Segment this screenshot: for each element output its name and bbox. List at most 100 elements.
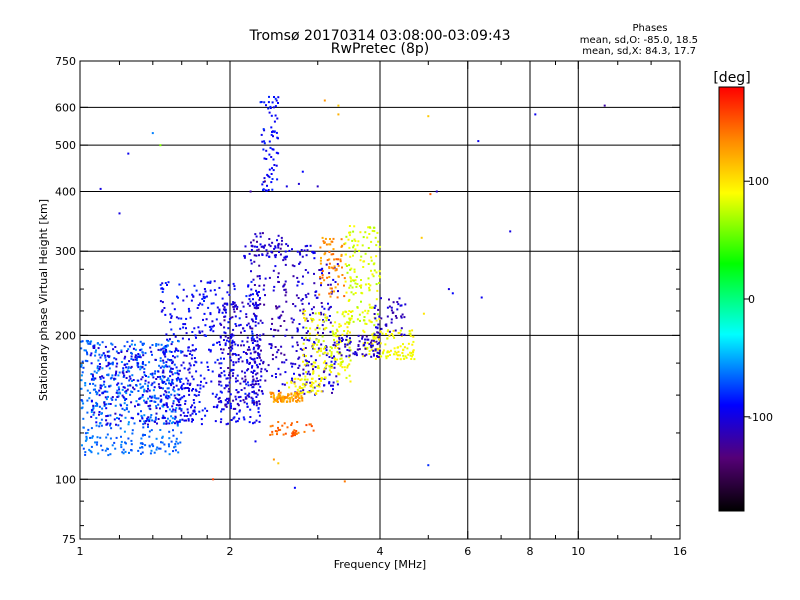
echo-point xyxy=(412,349,415,352)
echo-point xyxy=(308,332,311,335)
echo-point xyxy=(302,326,305,329)
echo-point xyxy=(263,177,266,180)
echo-point xyxy=(338,323,341,326)
echo-point xyxy=(299,390,302,393)
echo-point xyxy=(156,376,159,378)
echo-point xyxy=(168,396,171,399)
echo-point xyxy=(229,337,232,339)
echo-point xyxy=(350,267,353,270)
echo-point xyxy=(328,365,331,368)
echo-point xyxy=(190,406,192,409)
echo-point xyxy=(169,370,171,373)
echo-point xyxy=(261,392,264,395)
echo-point xyxy=(159,429,162,431)
echo-point xyxy=(249,352,252,355)
echo-point xyxy=(251,380,254,383)
echo-point xyxy=(293,392,296,394)
echo-point xyxy=(97,359,100,362)
echo-point xyxy=(167,387,170,390)
echo-point xyxy=(379,276,381,279)
echo-point xyxy=(211,325,214,328)
echo-point xyxy=(304,319,307,322)
echo-point xyxy=(96,342,99,345)
echo-point xyxy=(120,446,123,449)
echo-point xyxy=(305,355,307,357)
echo-point xyxy=(258,389,260,392)
echo-point xyxy=(222,408,225,411)
echo-point xyxy=(118,417,120,420)
echo-point xyxy=(80,340,83,343)
echo-point xyxy=(321,236,324,239)
echo-point xyxy=(160,348,163,351)
echo-point xyxy=(285,243,288,246)
echo-point xyxy=(348,349,351,352)
echo-point xyxy=(161,435,164,438)
echo-point xyxy=(116,383,119,386)
echo-point xyxy=(337,283,339,286)
echo-point xyxy=(204,290,207,293)
echo-point xyxy=(143,390,146,393)
echo-point xyxy=(336,383,339,386)
echo-point xyxy=(165,394,168,397)
echo-point xyxy=(128,345,131,348)
echo-point xyxy=(134,405,136,408)
echo-point xyxy=(313,348,316,350)
echo-point xyxy=(233,416,236,419)
echo-point xyxy=(101,341,104,344)
echo-point xyxy=(323,378,326,380)
echo-point xyxy=(374,304,377,307)
echo-point xyxy=(224,315,227,318)
echo-point xyxy=(151,382,154,385)
echo-point xyxy=(140,452,142,455)
echo-point xyxy=(258,284,261,287)
echo-point xyxy=(82,402,85,405)
echo-point xyxy=(349,255,352,258)
echo-point xyxy=(336,296,339,299)
echo-point xyxy=(351,239,354,242)
echo-point xyxy=(349,276,352,279)
echo-point xyxy=(404,303,407,306)
echo-point xyxy=(84,359,87,362)
echo-point xyxy=(209,349,212,352)
echo-point xyxy=(149,416,152,419)
echo-point xyxy=(202,293,205,296)
echo-point xyxy=(154,420,156,423)
colorbar-unit-label: [deg] xyxy=(713,70,750,86)
echo-point xyxy=(250,249,253,251)
echo-point xyxy=(290,392,293,395)
echo-point xyxy=(229,407,232,410)
echo-point xyxy=(228,374,230,377)
echo-point xyxy=(323,368,326,371)
echo-point xyxy=(248,421,251,424)
echo-point xyxy=(259,232,262,235)
echo-point xyxy=(360,291,363,294)
echo-point xyxy=(245,295,248,298)
echo-point xyxy=(224,335,227,338)
echo-point xyxy=(348,246,351,249)
echo-point xyxy=(127,437,130,440)
echo-point xyxy=(281,424,284,427)
echo-point xyxy=(98,343,101,346)
echo-point xyxy=(143,371,146,374)
echo-point xyxy=(336,311,339,314)
echo-point xyxy=(139,383,142,386)
echo-point xyxy=(250,384,253,386)
echo-point xyxy=(253,401,256,404)
echo-point xyxy=(166,284,168,286)
echo-point xyxy=(223,326,226,329)
echo-point xyxy=(252,422,254,425)
echo-point xyxy=(179,381,182,383)
echo-point xyxy=(395,351,398,354)
echo-point xyxy=(80,374,83,377)
echo-point xyxy=(356,306,359,309)
echo-point xyxy=(269,146,272,149)
echo-point xyxy=(231,353,234,356)
echo-point xyxy=(234,343,237,346)
echo-point xyxy=(371,344,374,347)
echo-point xyxy=(191,354,194,357)
echo-point xyxy=(117,395,120,398)
echo-point xyxy=(337,104,340,107)
echo-point xyxy=(381,332,384,335)
echo-point xyxy=(328,251,331,253)
echo-point xyxy=(313,342,316,345)
